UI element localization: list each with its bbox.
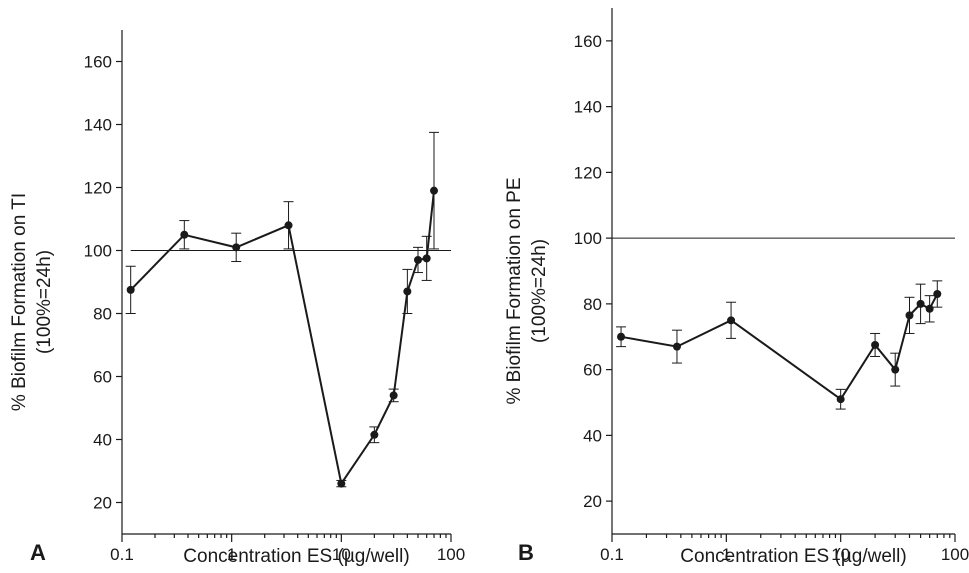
data-point	[925, 304, 934, 313]
data-point	[727, 316, 736, 325]
data-point	[413, 255, 422, 264]
panel-b-label: B	[518, 540, 534, 565]
data-point	[370, 430, 379, 439]
y-tick-label: 140	[84, 116, 112, 135]
y-tick-label: 80	[583, 295, 602, 314]
data-point	[126, 285, 135, 294]
data-point	[337, 479, 346, 488]
data-point	[871, 340, 880, 349]
data-point	[403, 287, 412, 296]
x-tick-label: 1	[227, 545, 236, 564]
y-tick-label: 80	[93, 305, 112, 324]
data-point	[836, 395, 845, 404]
series-line	[620, 293, 939, 401]
data-point	[933, 290, 942, 299]
y-axis-label-sub: (100%=24h)	[529, 239, 550, 343]
y-tick-label: 20	[93, 494, 112, 513]
y-tick-label: 100	[84, 242, 112, 261]
y-tick-label: 120	[84, 179, 112, 198]
x-tick-label: 0.1	[110, 545, 134, 564]
x-tick-label: 10	[332, 545, 351, 564]
y-axis-label: % Biofilm Formation on TI	[9, 193, 30, 411]
y-tick-label: 160	[84, 53, 112, 72]
y-tick-label: 120	[574, 163, 602, 182]
x-tick-label: 10	[831, 545, 850, 564]
data-point	[180, 230, 189, 239]
y-tick-label: 60	[93, 368, 112, 387]
x-tick-label: 100	[437, 545, 465, 564]
x-axis-label: Concentration ES (µg/well)	[680, 546, 906, 567]
data-point	[389, 391, 398, 400]
data-point	[422, 254, 431, 263]
data-point	[284, 221, 293, 230]
y-tick-label: 140	[574, 98, 602, 117]
y-tick-label: 160	[574, 32, 602, 51]
panel-a-chart: 20 40 60 80 100 120 140 160 0.1 1 10 100 % Biofilm F…	[9, 30, 465, 567]
y-axis-label: % Biofilm Formation on PE	[504, 177, 525, 404]
x-tick-label: 1	[722, 545, 731, 564]
y-tick-label: 60	[583, 361, 602, 380]
x-axis-label: Concentration ES (µg/well)	[183, 546, 409, 567]
y-tick-label: 40	[583, 426, 602, 445]
y-axis-label-sub: (100%=24h)	[34, 250, 55, 354]
y-tick-label: 20	[583, 492, 602, 511]
data-point	[905, 311, 914, 320]
panel-a-label: A	[30, 540, 46, 565]
y-tick-label: 40	[93, 431, 112, 450]
data-point	[916, 299, 925, 308]
data-point	[232, 243, 241, 252]
data-point	[430, 186, 439, 195]
x-tick-label: 0.1	[600, 545, 624, 564]
data-point	[891, 365, 900, 374]
panel-b-chart: 20 40 60 80 100 120 140 160 0.1 1 10 100 % Biofilm F…	[504, 8, 969, 567]
data-point	[617, 332, 626, 341]
x-tick-label: 100	[941, 545, 969, 564]
data-point	[672, 342, 681, 351]
y-tick-label: 100	[574, 229, 602, 248]
series-line	[129, 190, 435, 487]
